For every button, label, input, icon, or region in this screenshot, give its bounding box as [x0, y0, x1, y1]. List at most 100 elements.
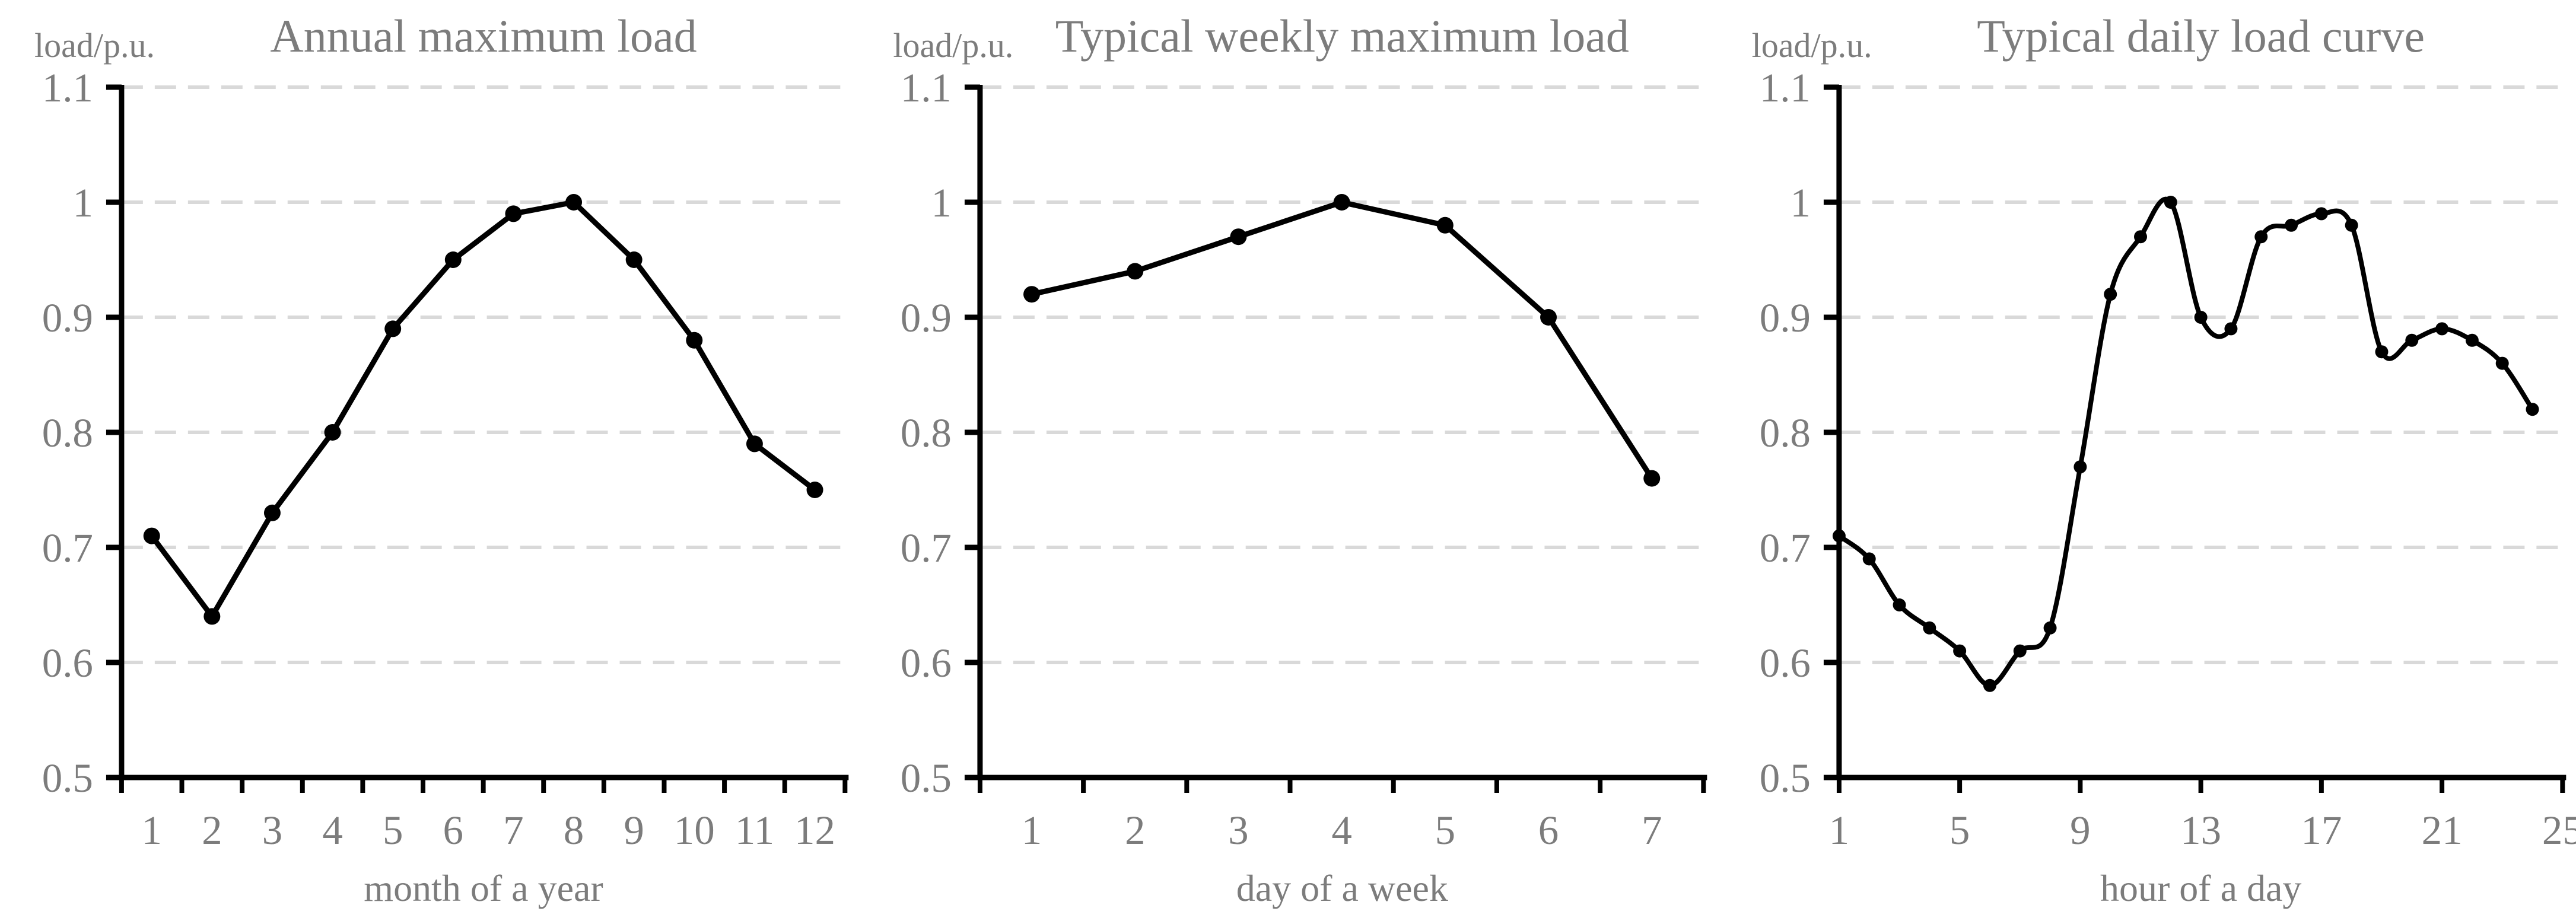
series-line [1029, 199, 1655, 482]
data-point [2526, 403, 2539, 416]
x-tick-label: 7 [1642, 808, 1662, 853]
data-point [2375, 345, 2389, 359]
x-tick-label: 4 [1332, 808, 1352, 853]
data-point [2495, 356, 2509, 370]
x-tick-label: 1 [1022, 808, 1042, 853]
y-tick-label: 0.7 [901, 525, 952, 571]
x-tick-label: 3 [262, 808, 282, 853]
y-tick-label: 1 [72, 180, 93, 225]
x-tick-label: 25 [2542, 808, 2576, 853]
data-point [1952, 644, 1966, 658]
data-point [444, 251, 462, 268]
data-point [2314, 207, 2328, 221]
data-point [2405, 333, 2418, 347]
data-point [1333, 194, 1350, 211]
data-point [2043, 621, 2057, 635]
data-point [203, 608, 221, 625]
x-tick-label: 4 [322, 808, 342, 853]
data-point [1862, 552, 1876, 566]
data-point [1893, 598, 1906, 611]
data-point [565, 194, 583, 211]
data-point [384, 320, 402, 337]
data-point [2194, 311, 2208, 324]
x-tick-label: 2 [1125, 808, 1145, 853]
data-point [2013, 644, 2027, 658]
y-tick-label: 1 [931, 180, 952, 225]
x-axis-title: hour of a day [2100, 867, 2302, 909]
x-tick-label: 7 [503, 808, 523, 853]
data-point [746, 435, 763, 453]
y-tick-label: 0.5 [1759, 756, 1810, 801]
y-tick-label: 1 [1790, 180, 1810, 225]
chart-title: Annual maximum load [270, 10, 697, 62]
chart-typical-weekly-maximum-load: load/p.u. Typical weekly maximum load 1.… [858, 0, 1717, 924]
annual-maximum-load-plot: 1.110.90.80.70.60.51 2 3 4 5 6 7 8 9 10 11 12 [42, 65, 849, 853]
y-tick-label: 1.1 [42, 65, 93, 110]
y-tick-label: 0.7 [1759, 525, 1810, 571]
x-tick-label: 6 [1538, 808, 1559, 853]
series-line [1836, 196, 2535, 688]
data-point [625, 251, 643, 268]
data-point [1230, 228, 1247, 246]
data-point [1983, 678, 1996, 692]
y-tick-label: 0.5 [901, 756, 952, 801]
y-tick-label: 0.9 [901, 295, 952, 340]
x-tick-label: 10 [674, 808, 715, 853]
x-tick-label: 11 [735, 808, 774, 853]
y-tick-label: 0.8 [1759, 410, 1810, 455]
y-tick-label: 0.8 [42, 410, 93, 455]
x-tick-label: 8 [564, 808, 584, 853]
typical-daily-load-curve-plot: 1.1 1 0.9 0.8 0.7 0.6 0.5 1 5 9 13 17 21 25 [1759, 65, 2576, 853]
data-point [2254, 230, 2267, 244]
data-point [806, 482, 823, 498]
data-point [2465, 333, 2479, 347]
y-tick-label: 1.1 [901, 65, 952, 110]
x-tick-label: 5 [1435, 808, 1455, 853]
x-axis-title: day of a week [1236, 867, 1448, 909]
chart-typical-daily-load-curve: load/p.u. Typical daily load curve 1.1 1 0… [1718, 0, 2576, 924]
x-tick-label: 9 [2070, 808, 2090, 853]
data-point [1437, 216, 1454, 234]
x-tick-label: 13 [2180, 808, 2221, 853]
y-tick-label: 0.6 [1759, 641, 1810, 686]
x-tick-label: 21 [2421, 808, 2462, 853]
data-point [1540, 309, 1557, 326]
data-point [1643, 470, 1661, 487]
y-tick-label: 0.6 [42, 641, 93, 686]
chart-annual-maximum-load: load/p.u. Annual maximum load 1.1 1 0.9 0.8… [0, 0, 858, 924]
data-point [686, 332, 703, 349]
x-tick-label: 5 [383, 808, 403, 853]
data-point [2073, 460, 2087, 474]
data-point [2345, 218, 2358, 232]
chart-title: Typical weekly maximum load [1055, 10, 1629, 62]
data-point [505, 205, 522, 222]
y-tick-label: 0.5 [42, 756, 93, 801]
data-point [324, 424, 341, 441]
data-point [2435, 322, 2448, 336]
x-tick-label: 17 [2301, 808, 2342, 853]
x-tick-label: 1 [141, 808, 161, 853]
y-tick-label: 0.6 [901, 641, 952, 686]
data-point [1127, 263, 1144, 280]
x-tick-label: 5 [1950, 808, 1970, 853]
x-axis-title: month of a year [364, 867, 603, 909]
data-point [2164, 196, 2177, 209]
y-tick-label: 0.7 [42, 525, 93, 571]
data-point [1922, 621, 1936, 635]
data-point [2103, 288, 2117, 301]
typical-weekly-maximum-load-plot: 1.1 1 0.9 0.8 0.7 0.6 0.5 1 2 3 4 5 6 7 [901, 65, 1707, 853]
data-point [1023, 286, 1041, 303]
data-point [2284, 218, 2298, 232]
data-point [2133, 230, 2147, 244]
series-line [149, 199, 818, 619]
y-tick-label: 0.8 [901, 410, 952, 455]
y-tick-label: 0.9 [1759, 295, 1810, 340]
x-tick-label: 12 [794, 808, 835, 853]
data-point [263, 504, 281, 521]
data-point [2224, 322, 2238, 336]
x-tick-label: 6 [443, 808, 463, 853]
y-tick-label: 0.9 [42, 295, 93, 340]
data-point [1832, 529, 1846, 543]
x-tick-label: 2 [202, 808, 222, 853]
